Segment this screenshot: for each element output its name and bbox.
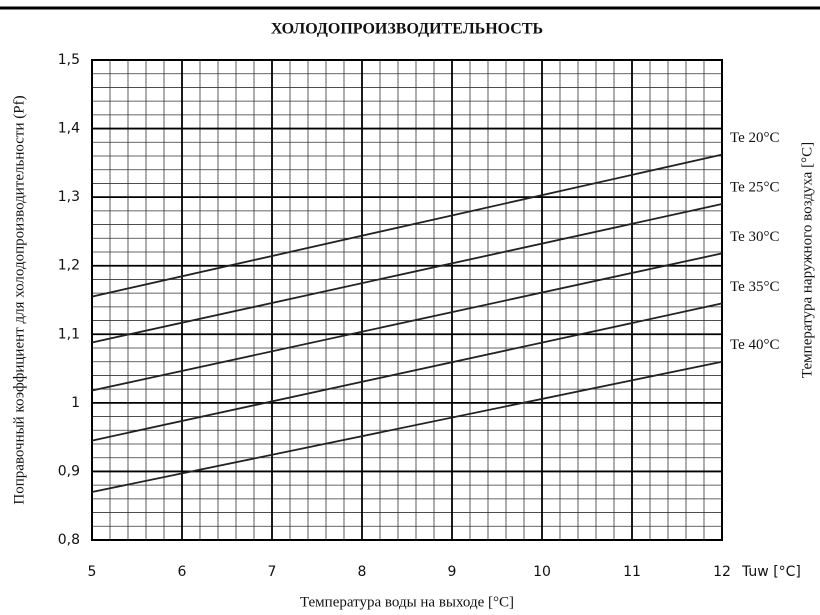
y-tick-label: 1,5 [58, 52, 80, 68]
series-label: Te 25°C [730, 179, 780, 195]
x-tick-label: 9 [448, 564, 457, 580]
series-label: Te 40°C [730, 337, 780, 353]
series-line [91, 252, 723, 392]
y-tick-label: 1,4 [58, 121, 80, 137]
x-tick-label: 5 [88, 564, 97, 580]
y-tick-label: 1,3 [58, 189, 80, 205]
x-tick-label: 10 [533, 564, 551, 580]
y-tick-label: 1,1 [58, 326, 80, 342]
y2-axis-label: Температура наружного воздуха [°C] [799, 142, 815, 378]
series-label: Te 20°C [730, 130, 780, 146]
y-tick-label: 0,9 [58, 463, 80, 479]
series-line [91, 302, 723, 442]
x-tick-label: 11 [623, 564, 641, 580]
x-tick-label: 12 [713, 564, 731, 580]
x-unit-label: Tuw [°C] [741, 564, 801, 580]
series-line [91, 203, 723, 344]
y-tick-label: 1,2 [58, 258, 80, 274]
chart-title: ХОЛОДОПРОИЗВОДИТЕЛЬНОСТЬ [271, 21, 543, 38]
series-label: Te 35°C [730, 279, 780, 295]
plot-frame [91, 59, 723, 541]
x-tick-label: 7 [268, 564, 277, 580]
x-tick-label: 8 [358, 564, 367, 580]
x-axis-label: Температура воды на выходе [°C] [300, 594, 514, 610]
y-axis-label: Поправочный коэффициент для холодопроизв… [11, 95, 27, 504]
y-tick-label: 1 [71, 395, 80, 411]
x-tick-label: 6 [178, 564, 187, 580]
series-label: Te 30°C [730, 229, 780, 245]
y-tick-label: 0,8 [58, 532, 80, 548]
series-line [91, 360, 723, 493]
series-line [91, 153, 723, 298]
